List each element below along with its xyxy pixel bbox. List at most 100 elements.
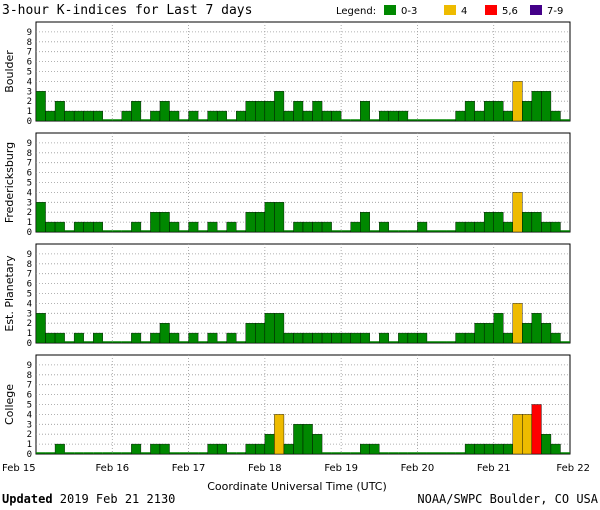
bar xyxy=(93,332,103,344)
bar xyxy=(245,323,256,344)
y-tick-label: 8 xyxy=(27,38,32,48)
bar xyxy=(360,332,370,344)
legend-swatch-3 xyxy=(530,5,542,15)
bar xyxy=(216,443,227,455)
bar xyxy=(35,202,46,233)
bar xyxy=(541,91,552,122)
bar xyxy=(483,211,494,233)
bar xyxy=(264,434,275,455)
bar xyxy=(73,332,84,344)
bar xyxy=(493,211,504,233)
y-tick-label: 3 xyxy=(27,198,32,208)
bar xyxy=(255,323,266,344)
bar xyxy=(236,110,246,122)
bar xyxy=(474,443,485,455)
bar xyxy=(169,332,180,344)
bar xyxy=(493,443,504,455)
y-tick-label: 9 xyxy=(27,361,32,371)
bar xyxy=(483,323,494,344)
y-tick-label: 6 xyxy=(27,391,32,401)
bar xyxy=(340,332,351,344)
bar xyxy=(398,332,409,344)
y-tick-label: 3 xyxy=(27,420,32,430)
bar xyxy=(360,211,370,233)
y-tick-label: 8 xyxy=(27,149,32,159)
bar xyxy=(255,211,266,233)
x-tick-label: Feb 16 xyxy=(95,463,129,474)
bar xyxy=(226,332,237,344)
bar xyxy=(245,443,256,455)
y-tick-label: 8 xyxy=(27,260,32,270)
y-tick-label: 6 xyxy=(27,58,32,68)
y-tick-label: 6 xyxy=(27,169,32,179)
footer-updated: Updated 2019 Feb 21 2130 xyxy=(2,492,175,506)
y-tick-label: 4 xyxy=(27,410,32,420)
bar xyxy=(550,221,561,233)
legend-label: Legend: xyxy=(336,6,376,17)
bar xyxy=(474,323,485,344)
x-tick-label: Feb 19 xyxy=(324,463,358,474)
bar xyxy=(54,443,65,455)
x-tick-label: Feb 15 xyxy=(2,463,36,474)
y-tick-label: 2 xyxy=(27,319,32,329)
y-tick-label: 5 xyxy=(27,68,32,78)
bar xyxy=(293,424,304,455)
bar xyxy=(550,332,561,344)
bar xyxy=(312,332,323,344)
y-tick-label: 4 xyxy=(27,299,32,309)
bar xyxy=(503,221,513,233)
y-tick-label: 5 xyxy=(27,290,32,300)
legend-swatch-2 xyxy=(485,5,497,15)
x-tick-label: Feb 20 xyxy=(401,463,435,474)
panel-label: College xyxy=(3,384,16,425)
bar xyxy=(274,313,285,344)
panel-label: Boulder xyxy=(3,50,16,93)
updated-value: 2019 Feb 21 2130 xyxy=(53,492,176,506)
updated-label: Updated xyxy=(2,492,53,506)
bar xyxy=(216,110,227,122)
bar xyxy=(226,221,237,233)
bar xyxy=(321,110,332,122)
bar xyxy=(331,110,342,122)
bar xyxy=(512,81,523,122)
bar xyxy=(283,332,294,344)
bar xyxy=(131,221,142,233)
bar xyxy=(541,323,552,344)
bar xyxy=(245,100,256,122)
y-tick-label: 2 xyxy=(27,97,32,107)
bar xyxy=(455,110,466,122)
bar xyxy=(207,443,218,455)
y-tick-label: 9 xyxy=(27,250,32,260)
bar xyxy=(93,221,103,233)
x-tick-label: Feb 22 xyxy=(556,463,590,474)
panel-label: Fredericksburg xyxy=(3,142,16,223)
bar xyxy=(45,221,56,233)
bar xyxy=(312,434,323,455)
panel-label: Est. Planetary xyxy=(3,255,16,332)
y-tick-label: 1 xyxy=(27,107,32,117)
bar xyxy=(541,434,552,455)
bar xyxy=(531,313,542,344)
bar xyxy=(493,100,504,122)
bar xyxy=(531,404,542,455)
bar xyxy=(312,221,323,233)
y-tick-label: 0 xyxy=(27,450,32,460)
bar xyxy=(550,110,561,122)
bar xyxy=(131,332,142,344)
bar xyxy=(302,424,313,455)
bar xyxy=(255,100,266,122)
bar xyxy=(83,221,94,233)
x-tick-label: Feb 17 xyxy=(172,463,206,474)
bar xyxy=(464,332,475,344)
legend-item-0: 0-3 xyxy=(401,6,417,17)
bar xyxy=(121,110,132,122)
bar xyxy=(159,211,170,233)
bar xyxy=(455,332,466,344)
legend-swatch-0 xyxy=(384,5,396,15)
y-tick-label: 6 xyxy=(27,280,32,290)
y-tick-label: 5 xyxy=(27,179,32,189)
